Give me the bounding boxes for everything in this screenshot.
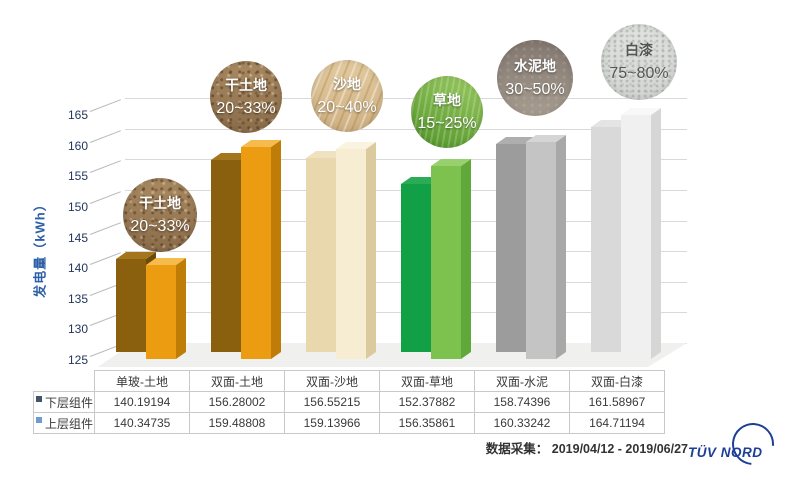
- annotation-percent: 20~40%: [317, 98, 377, 116]
- bar-lower-2-front: [306, 158, 336, 352]
- annotation-label: 干土地: [139, 194, 181, 211]
- annotation-circle-grass: 草地 15~25%: [411, 76, 483, 148]
- series-value-cell: 156.28002: [189, 391, 285, 413]
- series-legend-marker: [36, 416, 42, 423]
- y-axis-tick-connector: [89, 191, 121, 204]
- bar-upper-4-front: [526, 142, 556, 359]
- series-value-cell: 158.74396: [474, 391, 570, 413]
- y-axis-tick-connector: [89, 99, 121, 113]
- y-tick-label: 125: [67, 353, 88, 367]
- annotation-circle-sand: 沙地 20~40%: [311, 60, 383, 132]
- gridline: [125, 128, 687, 130]
- table-col-header: 单玻-土地: [94, 370, 190, 392]
- annotation-percent: 75~80%: [609, 64, 669, 82]
- y-tick-label: 140: [67, 261, 88, 276]
- y-tick-label: 145: [67, 230, 88, 245]
- series-value-cell: 156.35861: [379, 412, 475, 434]
- y-tick-label: 165: [67, 108, 88, 123]
- logo-text: TÜV NORD: [688, 445, 763, 460]
- annotation-label: 沙地: [333, 75, 361, 92]
- bar-lower-5-front: [591, 127, 621, 352]
- bar-upper-4-side: [556, 134, 566, 359]
- y-tick-label: 155: [67, 169, 88, 184]
- bar-lower-4-front: [496, 144, 526, 352]
- annotation-label: 草地: [433, 91, 461, 108]
- bar-upper-2-side: [366, 141, 376, 359]
- bar-upper-1-side: [271, 139, 281, 359]
- bar-lower-3-front: [401, 184, 431, 352]
- annotation-circle-soil: 干土地 20~33%: [210, 61, 282, 133]
- data-collection-label: 数据采集：: [485, 442, 549, 456]
- y-tick-label: 150: [67, 200, 88, 214]
- table-col-header: 双面-水泥: [474, 370, 570, 392]
- tuv-nord-logo: TÜV NORD: [688, 414, 783, 474]
- series-row-header: 上层组件: [33, 412, 95, 434]
- annotation-percent: 15~25%: [417, 114, 477, 132]
- y-tick-label: 135: [67, 291, 88, 306]
- bar-upper-5-front: [621, 115, 651, 359]
- bar-upper-2-front: [336, 149, 366, 359]
- table-col-header: 双面-沙地: [284, 370, 380, 392]
- series-legend-marker: [36, 395, 42, 402]
- series-value-cell: 160.33242: [474, 412, 570, 434]
- annotation-circle-soil: 干土地 20~33%: [123, 178, 197, 252]
- bar-upper-3-front: [431, 166, 461, 359]
- bar-lower-1-front: [211, 160, 241, 352]
- table-col-header: 双面-土地: [189, 370, 285, 392]
- series-value-cell: 159.48808: [189, 412, 285, 434]
- series-value-cell: 159.13966: [284, 412, 380, 434]
- data-table: 单玻-土地 双面-土地 双面-沙地 双面-草地 双面-水泥 双面-白漆下层组件 140.19…: [33, 370, 665, 434]
- gridline: [125, 98, 687, 100]
- table-col-header: 双面-草地: [379, 370, 475, 392]
- gridline: [125, 159, 687, 161]
- y-axis-tick-connector: [89, 160, 121, 174]
- y-axis-tick-connector: [89, 130, 121, 143]
- y-tick-label: 160: [67, 138, 88, 153]
- y-axis-tick-connector: [89, 221, 121, 235]
- series-value-cell: 152.37882: [379, 391, 475, 413]
- chart-data-table: 单玻-土地 双面-土地 双面-沙地 双面-草地 双面-水泥 双面-白漆下层组件 140.19…: [33, 370, 665, 434]
- series-value-cell: 156.55215: [284, 391, 380, 413]
- bar-upper-0-side: [176, 257, 186, 359]
- y-tick-label: 130: [67, 322, 88, 337]
- bar-upper-1-front: [241, 147, 271, 359]
- series-value-cell: 140.34735: [94, 412, 190, 434]
- annotation-percent: 20~33%: [216, 99, 276, 117]
- bar-upper-0-front: [146, 265, 176, 359]
- series-value-cell: 140.19194: [94, 391, 190, 413]
- series-value-cell: 161.58967: [569, 391, 665, 413]
- annotation-circle-concrete: 水泥地 30~50%: [497, 40, 573, 116]
- table-corner-blank: [34, 371, 95, 392]
- annotation-label: 白漆: [625, 41, 653, 58]
- data-collection-note: 数据采集： 2019/04/12 - 2019/06/27: [486, 438, 688, 457]
- bar-upper-5-side: [651, 107, 661, 359]
- bar-upper-3-side: [461, 158, 471, 359]
- annotation-label: 干土地: [225, 76, 267, 93]
- annotation-label: 水泥地: [514, 57, 556, 74]
- annotation-percent: 30~50%: [505, 80, 565, 98]
- logo-arc-icon: [723, 414, 783, 474]
- annotation-percent: 20~33%: [130, 217, 190, 235]
- chart-floor: [98, 343, 687, 367]
- annotation-circle-paint: 白漆 75~80%: [601, 24, 677, 100]
- bar-lower-0-front: [116, 259, 146, 352]
- data-collection-range: 2019/04/12 - 2019/06/27: [551, 442, 688, 456]
- series-value-cell: 164.71194: [569, 412, 665, 434]
- table-col-header: 双面-白漆: [569, 370, 665, 392]
- series-row-header: 下层组件: [33, 391, 95, 413]
